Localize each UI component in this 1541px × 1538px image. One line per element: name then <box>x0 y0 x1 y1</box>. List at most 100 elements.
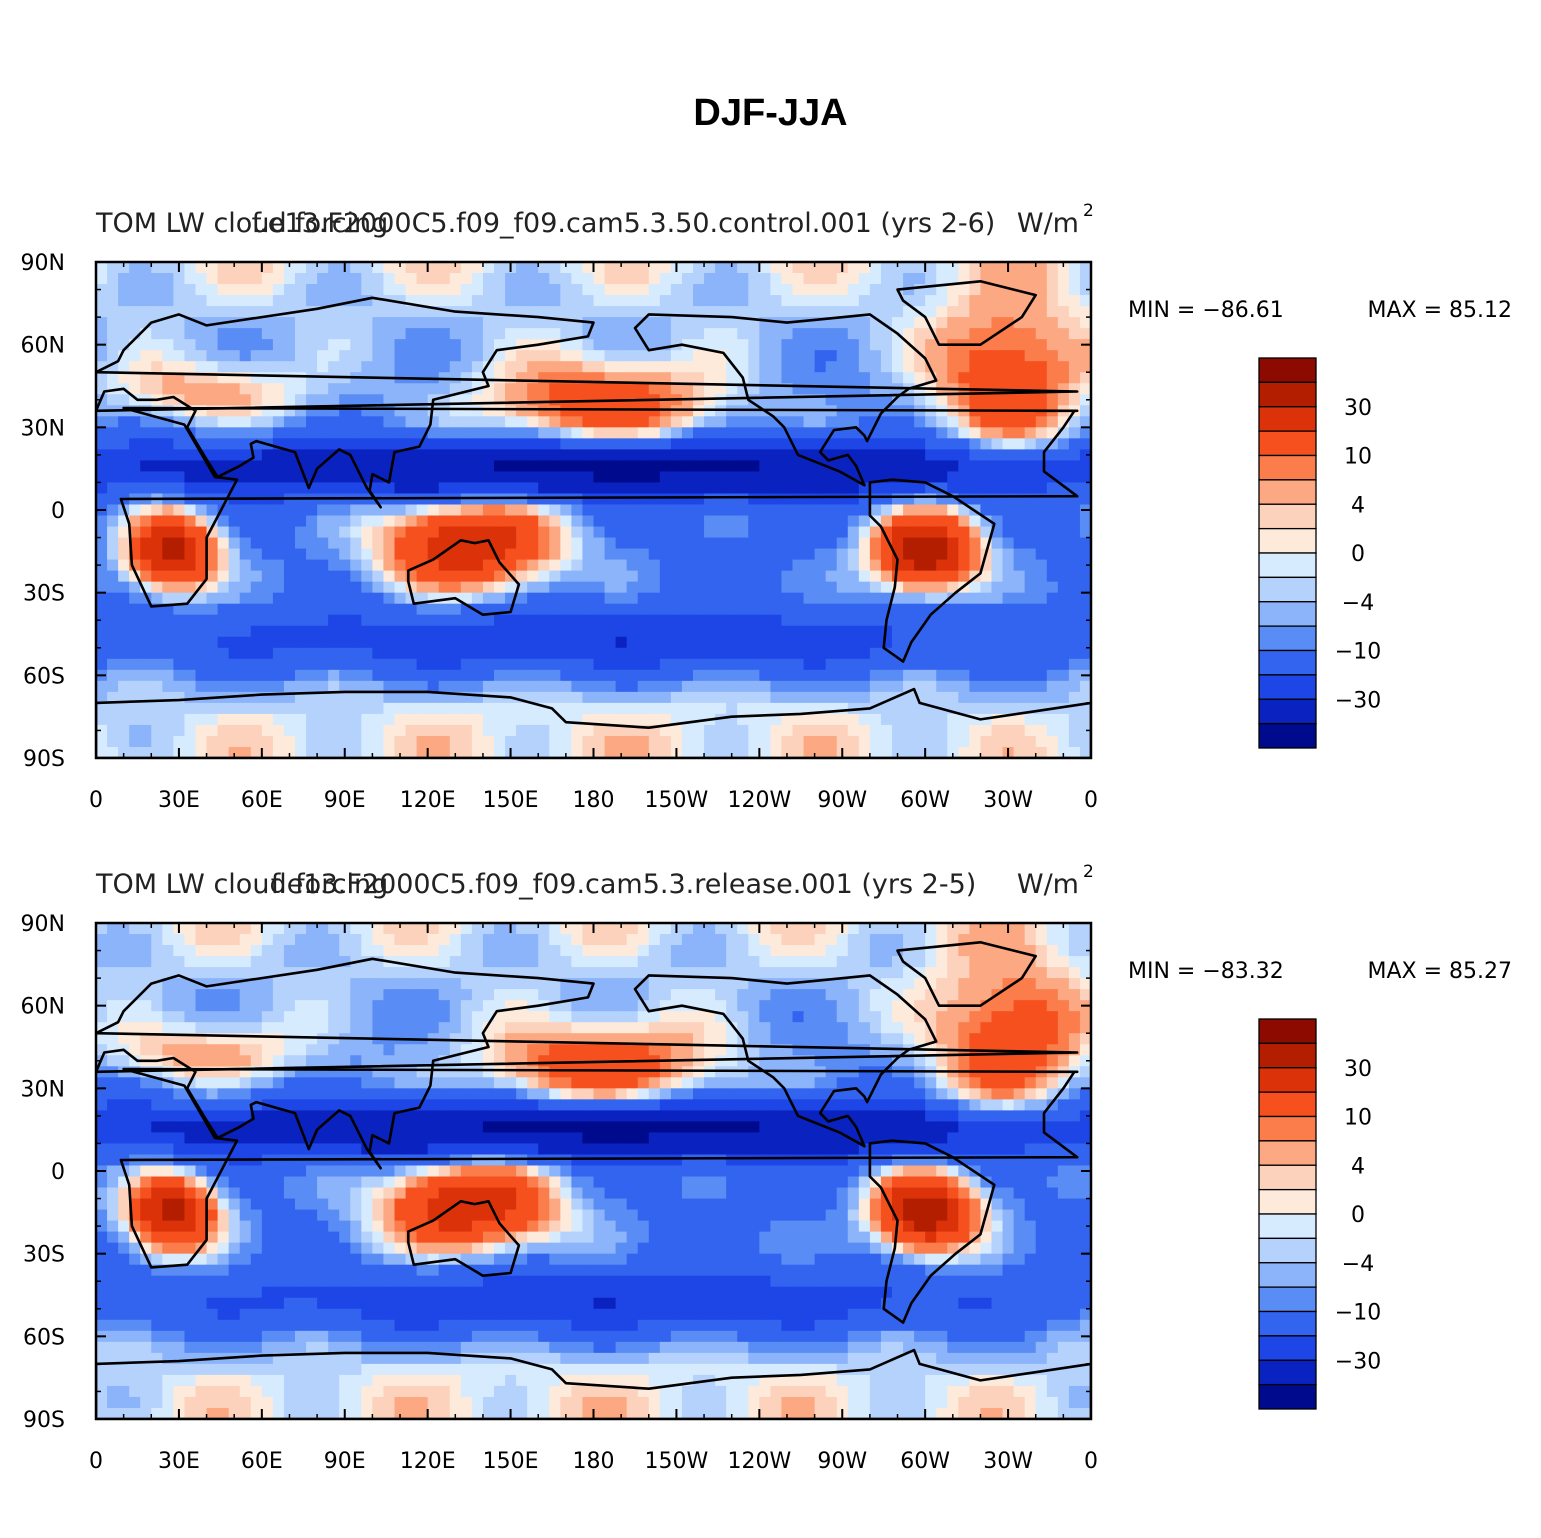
field-cell <box>903 559 915 572</box>
field-cell <box>527 923 539 935</box>
field-cell <box>140 504 152 517</box>
field-cell <box>858 592 871 605</box>
field-cell <box>1035 691 1048 704</box>
field-cell <box>748 262 760 274</box>
field-cell <box>162 284 174 296</box>
field-cell <box>549 339 561 351</box>
field-cell <box>615 482 628 495</box>
y-tick-label: 90N <box>21 251 65 276</box>
field-cell <box>206 328 219 340</box>
field-cell <box>372 647 385 660</box>
field-cell <box>394 295 407 307</box>
field-cell <box>118 559 130 572</box>
field-cell <box>726 923 738 935</box>
field-cell <box>383 691 396 704</box>
field-cell <box>814 934 827 946</box>
field-cell <box>118 262 130 274</box>
field-cell <box>1035 614 1048 627</box>
field-cell <box>306 504 318 517</box>
field-cell <box>449 978 462 990</box>
field-cell <box>693 427 705 439</box>
field-cell <box>1046 394 1059 406</box>
field-cell <box>704 989 716 1001</box>
field-cell <box>295 526 307 539</box>
field-cell <box>825 1022 838 1034</box>
field-cell <box>129 647 141 660</box>
field-cell <box>217 923 230 935</box>
field-cell <box>361 680 373 693</box>
field-cell <box>659 482 672 495</box>
field-cell <box>737 328 749 340</box>
field-cell <box>471 339 484 351</box>
field-cell <box>626 548 639 561</box>
field-cell <box>880 956 893 968</box>
field-cell <box>770 636 783 649</box>
field-cell <box>438 1022 451 1034</box>
field-cell <box>239 427 252 439</box>
field-cell <box>1068 658 1081 671</box>
field-cell <box>648 559 661 572</box>
field-cell <box>560 493 572 506</box>
field-cell <box>1013 416 1026 428</box>
field-cell <box>372 1011 385 1023</box>
field-cell <box>759 372 771 384</box>
field-cell <box>471 482 484 495</box>
field-cell <box>306 647 318 660</box>
field-cell <box>283 669 296 682</box>
field-cell <box>460 295 473 307</box>
field-cell <box>825 306 838 318</box>
field-cell <box>383 548 396 561</box>
field-cell <box>626 471 639 484</box>
field-cell <box>670 570 683 583</box>
field-cell <box>770 515 783 528</box>
field-cell <box>317 614 329 627</box>
field-cell <box>151 724 163 737</box>
field-cell <box>317 669 329 682</box>
field-cell <box>538 923 550 935</box>
field-cell <box>715 614 727 627</box>
field-cell <box>96 680 108 693</box>
field-cell <box>107 526 119 539</box>
field-cell <box>1024 559 1037 572</box>
field-cell <box>991 614 1004 627</box>
field-cell <box>427 317 440 329</box>
field-cell <box>295 405 307 417</box>
field-cell <box>516 372 528 384</box>
field-cell <box>449 1000 462 1012</box>
field-cell <box>1057 339 1070 351</box>
field-cell <box>903 548 915 561</box>
field-cell <box>151 273 163 285</box>
field-cell <box>869 449 882 461</box>
field-cell <box>781 1022 794 1034</box>
field-cell <box>792 713 805 726</box>
field-cell <box>792 515 805 528</box>
field-cell <box>1057 658 1070 671</box>
field-cell <box>980 328 993 340</box>
field-cell <box>659 989 672 1001</box>
field-cell <box>328 989 340 1001</box>
field-cell <box>372 273 385 285</box>
field-cell <box>250 647 263 660</box>
field-cell <box>317 989 329 1001</box>
field-cell <box>250 680 263 693</box>
field-cell <box>803 1011 816 1023</box>
field-cell <box>206 372 219 384</box>
field-cell <box>880 306 893 318</box>
field-cell <box>737 504 749 517</box>
field-cell <box>140 482 152 495</box>
field-cell <box>925 934 937 946</box>
field-cell <box>991 603 1004 616</box>
field-cell <box>903 449 915 461</box>
field-cell <box>438 658 451 671</box>
field-cell <box>538 526 550 539</box>
field-cell <box>96 603 108 616</box>
field-cell <box>427 559 440 572</box>
field-cell <box>560 427 572 439</box>
field-cell <box>527 978 539 990</box>
field-cell <box>693 328 705 340</box>
field-cell <box>405 746 418 758</box>
field-cell <box>505 702 517 715</box>
field-cell <box>958 482 970 495</box>
field-cell <box>759 328 771 340</box>
field-cell <box>494 416 506 428</box>
